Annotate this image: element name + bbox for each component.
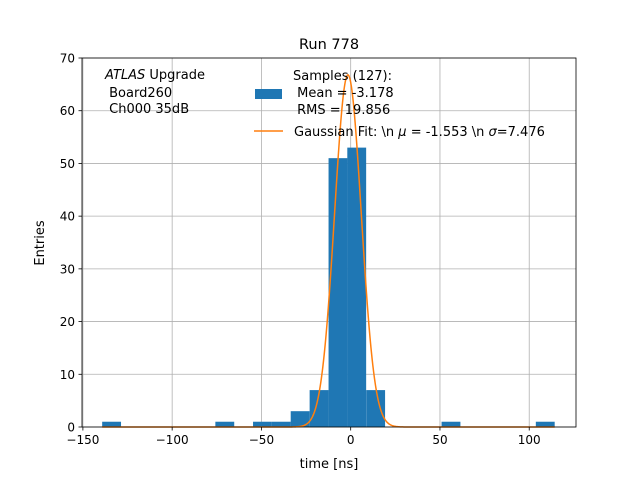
histogram-bar: [290, 411, 310, 427]
x-axis-label: time [ns]: [300, 457, 359, 472]
chart-title: Run 778: [299, 37, 359, 53]
y-axis-label: Entries: [33, 220, 48, 266]
legend-hist-line-1: Samples (127):: [293, 69, 392, 84]
x-tick-label: 100: [518, 433, 541, 447]
histogram-bar: [535, 421, 555, 427]
histogram-bar: [347, 147, 367, 427]
channel-label: Ch000 35dB: [105, 102, 189, 117]
upgrade-text: Upgrade: [145, 68, 205, 83]
atlas-label: ATLAS Upgrade: [104, 68, 205, 83]
y-tick-label: 30: [60, 262, 75, 276]
legend-fit-middle: = -1.553 \n: [407, 125, 489, 140]
y-tick-label: 0: [67, 421, 75, 435]
legend-fit-suffix: =7.476: [497, 125, 545, 140]
histogram-bar: [441, 421, 461, 427]
legend-hist-line-3: RMS = 19.856: [293, 103, 390, 118]
y-tick-label: 60: [60, 104, 75, 118]
histogram-bar: [366, 390, 386, 427]
histogram-bar: [253, 421, 272, 427]
x-tick-label: −150: [66, 433, 99, 447]
y-tick-label: 40: [60, 210, 75, 224]
y-tick-label: 10: [60, 368, 75, 382]
atlas-text: ATLAS: [104, 68, 145, 83]
x-tick-label: −50: [249, 433, 274, 447]
histogram-bar: [309, 390, 329, 427]
x-axis-ticks: −150 −100 −50 0 50 100: [66, 427, 541, 447]
board-label: Board260: [105, 86, 172, 101]
histogram-bar: [215, 421, 235, 427]
histogram-bar: [102, 421, 122, 427]
y-tick-label: 20: [60, 315, 75, 329]
axes-frame: [81, 57, 577, 428]
atlas-annotation: ATLAS Upgrade Board260 Ch000 35dB: [104, 68, 205, 117]
x-tick-label: 0: [347, 433, 355, 447]
legend-hist-line-2: Mean = -3.178: [293, 86, 394, 101]
y-axis-ticks: 0 10 20 30 40 50 60 70: [60, 52, 82, 435]
histogram-bar: [328, 158, 348, 427]
legend-fit-sigma: σ: [489, 125, 498, 140]
x-tick-label: 50: [432, 433, 447, 447]
x-tick-label: −100: [156, 433, 189, 447]
legend-fit-label: Gaussian Fit: \n μ = -1.553 \n σ=7.476: [294, 125, 545, 140]
legend-fit-prefix: Gaussian Fit: \n: [294, 125, 398, 140]
y-tick-label: 50: [60, 157, 75, 171]
histogram-bar: [271, 421, 291, 427]
y-tick-label: 70: [60, 52, 75, 66]
legend-hist-swatch: [255, 89, 282, 99]
legend: Samples (127): Mean = -3.178 RMS = 19.85…: [254, 69, 545, 140]
legend-fit-mu: μ: [397, 125, 406, 140]
